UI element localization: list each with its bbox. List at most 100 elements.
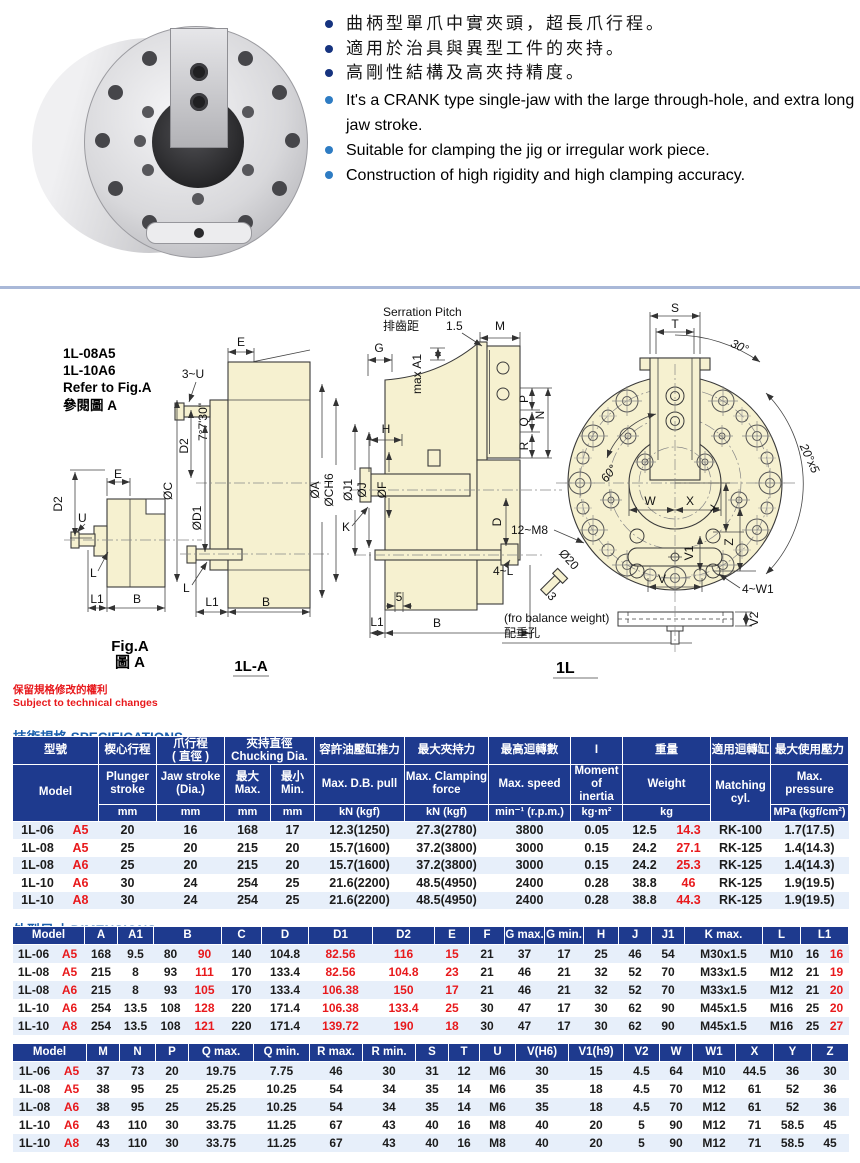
table-cell: M12 [702, 1100, 726, 1114]
table-cell: 93 [163, 983, 178, 997]
column-header: A [84, 926, 119, 945]
table-cell: 20 [285, 840, 300, 855]
table-cell: 23 [445, 965, 459, 979]
table-cell: 90 [661, 1019, 675, 1033]
table-cell: 0.15 [584, 858, 609, 873]
table-cell: 27.1 [676, 840, 701, 855]
table-cell: 24.2 [632, 840, 657, 855]
table-cell: M10 [702, 1064, 726, 1078]
table-cell: 45 [823, 1136, 837, 1150]
table-cell: A6 [61, 983, 78, 997]
table-cell: 20 [829, 1001, 844, 1015]
feature-item: It's a CRANK type single-jaw with the la… [322, 88, 860, 138]
table-cell: 133.4 [388, 1001, 419, 1015]
column-header: kg [622, 803, 711, 822]
table-cell: M6 [489, 1064, 506, 1078]
table-cell: RK-125 [718, 875, 763, 890]
table-cell: A6 [61, 1001, 78, 1015]
table-cell: 27.3(2780) [416, 823, 477, 838]
table-cell: 106.38 [322, 1001, 359, 1015]
table-cell: 52 [628, 983, 642, 997]
table-cell: M45x1.5 [700, 1019, 747, 1033]
table-cell: 34 [382, 1100, 396, 1114]
table-cell: 40 [535, 1118, 549, 1132]
table-cell: A8 [61, 1019, 78, 1033]
column-header: Weight [622, 764, 711, 805]
column-header: F [469, 926, 506, 945]
dim-label-taper: 7°7'30" [196, 403, 210, 441]
table-cell: A5 [61, 965, 78, 979]
table-cell: 30 [120, 875, 135, 890]
slot-bolt [194, 228, 204, 238]
table-cell: 133.4 [270, 983, 301, 997]
dimensions-table-1: Model A A1 B C D D1 D2 E F G max. G min. H J J1 K max. L… [11, 926, 850, 1035]
table-cell: 10.25 [266, 1082, 297, 1096]
technical-drawing: 1L-08A5 1L-10A6 Refer to Fig.A 參閱圖 A D2 … [51, 301, 823, 679]
table-cell: 171.4 [270, 1001, 301, 1015]
table-cell: 11.25 [266, 1118, 297, 1132]
table-cell: 1.7(17.5) [784, 823, 835, 838]
dim-label-l: L [90, 566, 97, 580]
column-header: R min. [362, 1043, 417, 1062]
table-row: 1L-06 A5 20 16 168 17 12.3(1250) 27.3(2780) 3800… [12, 821, 849, 840]
table-cell: 33.75 [206, 1118, 237, 1132]
table-cell: 90 [669, 1118, 683, 1132]
table-cell: 20 [589, 1136, 603, 1150]
table-cell: M6 [489, 1100, 506, 1114]
table-cell: 215 [237, 858, 258, 873]
dim-label-p: P [517, 395, 531, 403]
table-cell: M8 [489, 1118, 506, 1132]
column-header: W1 [692, 1043, 737, 1062]
column-header: M [86, 1043, 121, 1062]
table-cell: 170 [231, 965, 252, 979]
table-cell: 20 [183, 840, 198, 855]
table-cell: RK-125 [718, 840, 763, 855]
table-cell: 25 [285, 875, 300, 890]
table-cell: RK-100 [718, 823, 763, 838]
table-cell: 33.75 [206, 1136, 237, 1150]
dim-label-4L: 4~L [493, 564, 514, 578]
table-cell: 40 [425, 1136, 439, 1150]
column-header: J1 [651, 926, 686, 945]
table-cell: 46 [517, 965, 532, 979]
table-cell: 54 [329, 1100, 343, 1114]
table-cell: 254 [237, 875, 258, 890]
feature-item: Construction of high rigidity and high c… [322, 163, 860, 188]
table-cell: 25 [805, 1001, 820, 1015]
column-header: G min. [544, 926, 585, 945]
table-cell: A5 [61, 947, 78, 961]
column-header: V1(h9) [568, 1043, 625, 1062]
table-cell: 15.7(1600) [329, 858, 390, 873]
table-row: 1L-08 A5 38 95 25 25.25 10.25 54 34 35 14 M6 35 18 4.5… [13, 1080, 849, 1098]
table-cell: 70 [669, 1100, 683, 1114]
table-cell: 34 [382, 1082, 396, 1096]
table-cell: 254 [91, 1001, 112, 1015]
dim-label-s: S [671, 301, 679, 315]
table-cell: 1L-08 [21, 840, 54, 855]
table-cell: 46 [681, 875, 696, 890]
table-cell: 9.5 [127, 947, 144, 961]
table-cell: 25 [120, 858, 135, 873]
column-header: Plunger stroke [98, 764, 157, 805]
table-cell: M30x1.5 [700, 947, 747, 961]
serration-pitch-value: 1.5 [446, 319, 463, 333]
table-cell: 62 [628, 1001, 642, 1015]
column-header: 型號 [12, 736, 99, 765]
product-photo [28, 12, 320, 278]
dim-label-g: G [374, 341, 383, 355]
column-header: kN (kgf) [404, 803, 489, 822]
table-cell: A6 [72, 858, 89, 873]
table-cell: 0.28 [584, 875, 609, 890]
balance-weight-zh: 配重孔 [504, 626, 540, 640]
table-cell: 1L-10 [17, 1019, 50, 1033]
column-header: T [448, 1043, 481, 1062]
table-cell: M45x1.5 [700, 1001, 747, 1015]
table-cell: 54 [661, 947, 675, 961]
table-cell: 43 [96, 1118, 110, 1132]
table-cell: 37.2(3800) [416, 840, 477, 855]
table-cell: 20 [120, 823, 135, 838]
table-cell: 37 [517, 947, 532, 961]
table-cell: 1L-06 [17, 947, 50, 961]
table-cell: 25.3 [676, 858, 701, 873]
table-cell: 12.3(1250) [329, 823, 390, 838]
